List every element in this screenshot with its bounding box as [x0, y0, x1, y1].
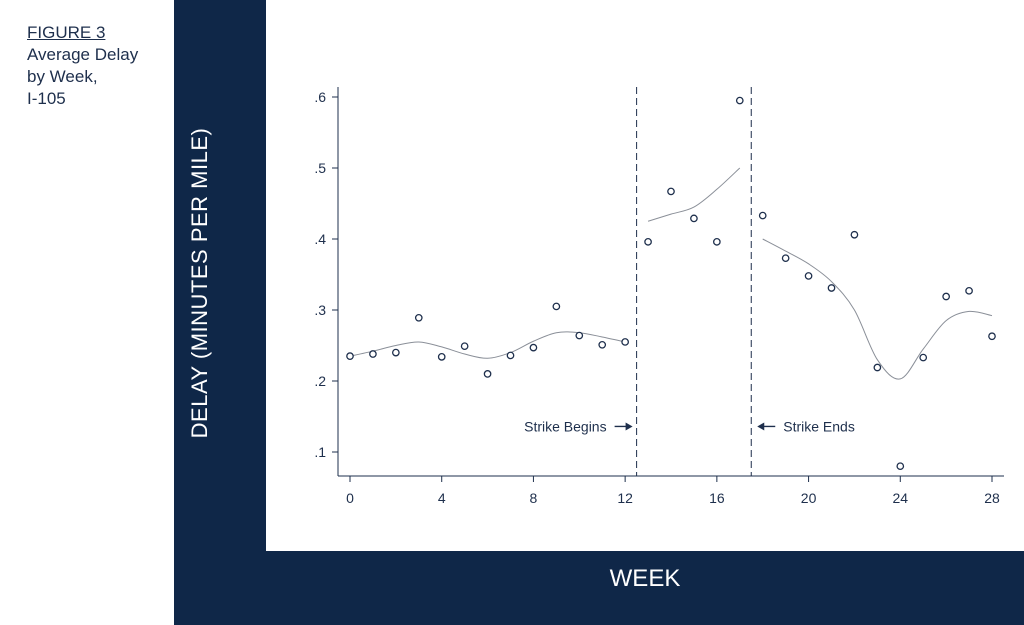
figure-caption: FIGURE 3 Average Delay by Week, I-105: [27, 22, 167, 110]
fit-line: [762, 238, 993, 380]
annotation-label: Strike Begins: [524, 418, 606, 434]
data-point: [483, 370, 492, 378]
y-tick-label: .2: [314, 373, 326, 389]
x-tick-label: 12: [617, 490, 633, 506]
data-point: [598, 340, 607, 349]
data-point: [575, 331, 584, 340]
y-tick-label: .5: [314, 160, 326, 176]
data-point: [644, 237, 652, 246]
data-point: [965, 286, 973, 295]
data-point: [529, 343, 538, 352]
data-point: [392, 348, 400, 357]
data-point: [896, 462, 905, 471]
x-tick-label: 16: [709, 490, 725, 506]
data-point: [414, 313, 423, 322]
x-tick-label: 24: [892, 490, 908, 506]
y-tick-label: .4: [314, 231, 326, 247]
data-point: [667, 187, 675, 196]
data-point: [850, 230, 859, 239]
data-point: [988, 332, 996, 341]
x-tick-label: 0: [346, 490, 354, 506]
data-point: [552, 302, 561, 311]
x-tick-label: 4: [438, 490, 446, 506]
figure-title: Average Delay by Week, I-105: [27, 45, 139, 108]
data-point: [460, 342, 469, 351]
arrow-head-icon: [757, 422, 765, 431]
data-point: [804, 272, 813, 280]
y-tick-label: .3: [314, 302, 326, 318]
data-point: [346, 352, 354, 360]
plot-area: [266, 0, 1024, 551]
data-point: [942, 292, 950, 301]
data-point: [919, 353, 928, 362]
fit-line: [349, 331, 626, 359]
x-axis-label: WEEK: [609, 565, 681, 592]
data-point: [781, 254, 790, 263]
data-point: [827, 284, 836, 292]
data-point: [369, 350, 377, 358]
y-tick-label: .1: [314, 444, 326, 460]
figure-number: FIGURE 3: [27, 23, 106, 42]
data-point: [758, 211, 767, 220]
data-point: [713, 237, 721, 246]
arrow-head-icon: [625, 422, 633, 431]
data-point: [437, 353, 446, 361]
annotation-label: Strike Ends: [783, 418, 855, 434]
x-tick-label: 8: [530, 490, 538, 506]
x-tick-label: 20: [801, 490, 817, 506]
data-point: [690, 214, 698, 223]
fit-line: [647, 167, 741, 222]
y-tick-label: .6: [314, 89, 326, 105]
data-point: [873, 363, 882, 372]
data-point: [621, 338, 629, 346]
data-point: [506, 351, 515, 360]
x-tick-label: 28: [984, 490, 1000, 506]
data-point: [735, 96, 744, 105]
